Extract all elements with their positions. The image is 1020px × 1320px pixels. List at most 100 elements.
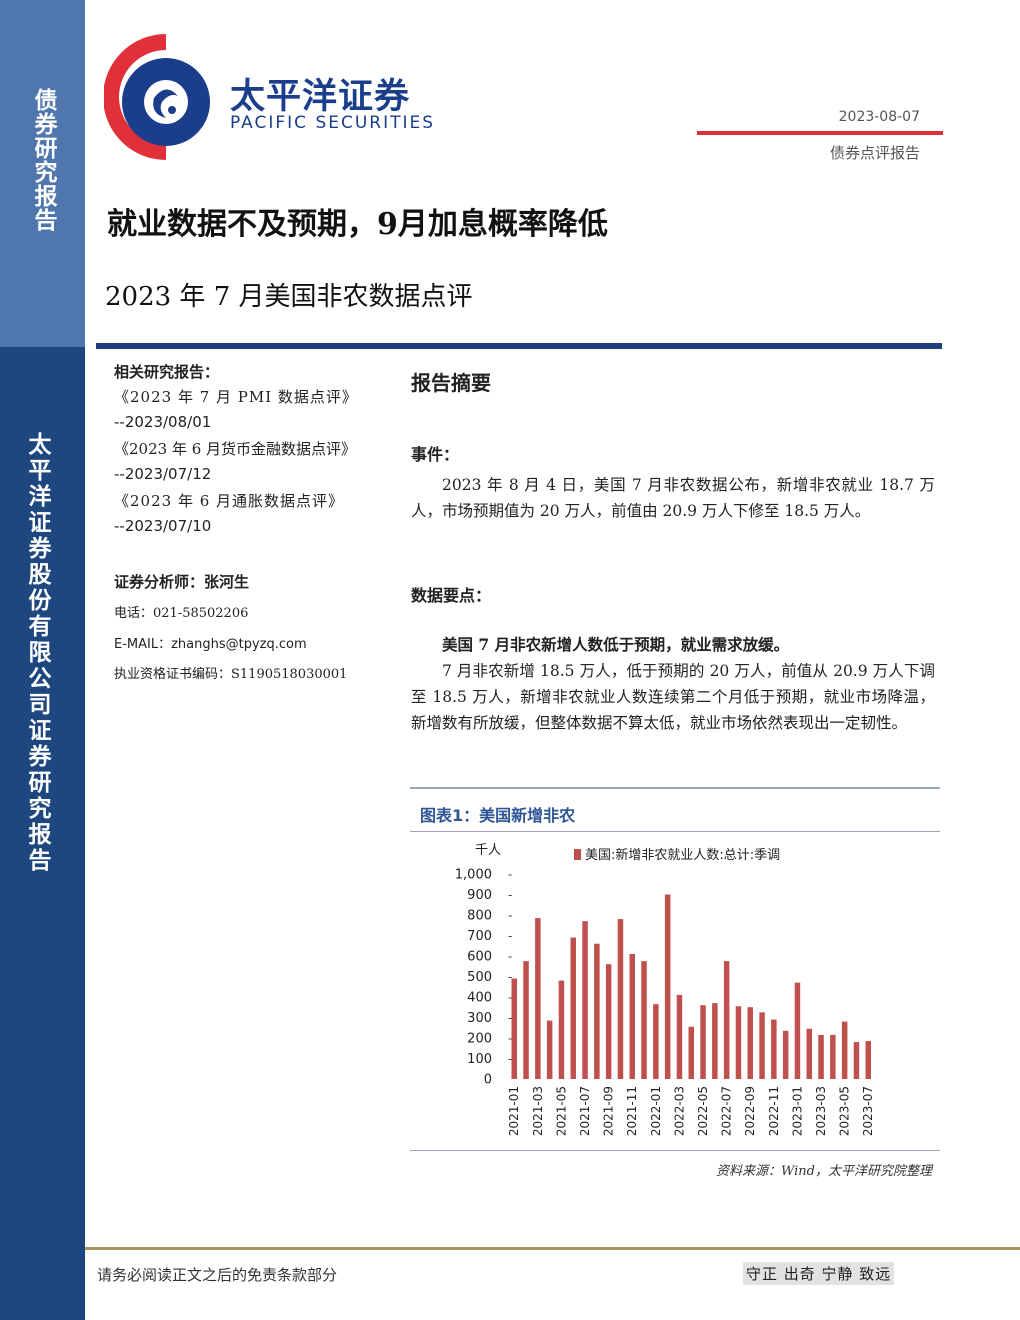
- bar-2021-05: [558, 980, 565, 1079]
- chart-bottom-rule: [410, 1150, 940, 1151]
- bar-2023-03: [818, 1034, 824, 1079]
- bar-2021-06: [570, 937, 576, 1079]
- chart-top-rule: [410, 787, 940, 789]
- x-tick-label: 2023-01: [790, 1086, 804, 1136]
- related-report-title[interactable]: 《2023 年 7 月 PMI 数据点评》: [114, 388, 358, 406]
- x-tick-label: 2023-05: [838, 1086, 852, 1136]
- y-tick-mark: -: [508, 1032, 512, 1046]
- bar-2021-04: [546, 1020, 553, 1079]
- bar-2021-10: [617, 919, 624, 1079]
- bar-2022-04: [688, 1026, 694, 1079]
- analyst-email[interactable]: E-MAIL：zhanghs@tpyzq.com: [114, 637, 307, 652]
- chart-source: 资料来源：Wind，太平洋研究院整理: [716, 1164, 932, 1179]
- bar-2021-09: [605, 964, 612, 1079]
- nonfarm-payrolls-bar-chart: 千人 美国:新增非农就业人数:总计:季调 0 100 - 200 - 300 - 400 - 50…: [455, 843, 875, 1136]
- event-paragraph: 2023 年 8 月 4 日，美国 7 月非农数据公布，新增非农就业 18.7 …: [411, 476, 935, 520]
- bar-2022-10: [759, 1012, 765, 1079]
- analyst-name: 证券分析师：张河生: [114, 573, 250, 591]
- y-tick-label: 500: [467, 970, 492, 985]
- bar-2021-08: [594, 943, 600, 1079]
- x-tick-label: 2022-07: [720, 1086, 734, 1136]
- bar-2022-12: [782, 1030, 789, 1079]
- y-tick-mark: -: [508, 929, 512, 943]
- y-tick-label: 400: [467, 991, 492, 1006]
- x-tick-label: 2021-05: [554, 1086, 568, 1136]
- bar-2022-03: [676, 994, 683, 1079]
- bar-2023-06: [853, 1042, 860, 1079]
- bar-2023-04: [830, 1034, 836, 1079]
- bar-2023-02: [806, 1028, 812, 1079]
- bar-2021-07: [582, 921, 588, 1079]
- x-tick-label: 2023-07: [861, 1086, 875, 1136]
- y-tick-mark: -: [508, 888, 512, 902]
- summary-heading: 报告摘要: [411, 371, 491, 395]
- bar-2021-02: [523, 961, 529, 1079]
- y-tick-label: 600: [467, 950, 492, 965]
- y-tick-label: 900: [467, 888, 492, 903]
- y-tick-label: 200: [467, 1032, 492, 1047]
- bar-2022-06: [712, 1003, 718, 1079]
- bar-2021-12: [641, 961, 647, 1079]
- bar-2021-03: [535, 918, 541, 1079]
- key-point-paragraph: 7 月非农新增 18.5 万人，低于预期的 20 万人，前值从 20.9 万人下…: [411, 662, 935, 732]
- chart-y-axis-label: 千人: [475, 843, 501, 858]
- page-subtitle: 2023 年 7 月美国非农数据点评: [105, 282, 473, 312]
- x-tick-label: 2023-03: [814, 1086, 828, 1136]
- y-tick-mark: -: [508, 1011, 512, 1025]
- y-tick-label: 1,000: [455, 868, 492, 883]
- bar-2021-01: [511, 978, 517, 1079]
- sidebar-report-label: 债券研究报告: [30, 88, 57, 232]
- y-tick-mark: -: [508, 991, 512, 1005]
- legend-label: 美国:新增非农就业人数:总计:季调: [585, 847, 780, 863]
- y-tick-mark: -: [508, 868, 512, 882]
- footer-disclaimer[interactable]: 请务必阅读正文之后的免责条款部分: [97, 1266, 338, 1284]
- x-tick-label: 2021-01: [507, 1086, 521, 1136]
- bar-2023-07: [865, 1041, 871, 1079]
- key-point-title: 美国 7 月非农新增人数低于预期，就业需求放缓。: [442, 635, 790, 654]
- footer-rule: [85, 1247, 1020, 1250]
- x-tick-label: 2022-01: [649, 1086, 663, 1136]
- bar-2023-01: [794, 982, 801, 1079]
- brand-name-en: PACIFIC SECURITIES: [230, 113, 436, 133]
- x-tick-label: 2022-05: [696, 1086, 710, 1136]
- y-tick-mark: -: [508, 950, 512, 964]
- related-report-title[interactable]: 《2023 年 6 月货币金融数据点评》: [114, 440, 357, 458]
- y-tick-label: 0: [484, 1073, 492, 1088]
- sidebar-band-top: [0, 0, 85, 347]
- sidebar-company-label: 太平洋证券股份有限公司证券研究报告: [24, 432, 51, 874]
- y-tick-label: 800: [467, 909, 492, 924]
- y-tick-label: 100: [467, 1052, 492, 1067]
- bar-2022-01: [653, 1004, 659, 1079]
- y-tick-label: 300: [467, 1011, 492, 1026]
- x-tick-label: 2022-09: [743, 1086, 757, 1136]
- bar-2022-09: [747, 1007, 753, 1079]
- related-report-date: --2023/08/01: [114, 413, 212, 431]
- analyst-phone: 电话：021-58502206: [114, 606, 249, 621]
- related-report-title[interactable]: 《2023 年 6 月通胀数据点评》: [114, 492, 345, 510]
- bar-2022-11: [771, 1019, 777, 1079]
- y-tick-label: 700: [467, 929, 492, 944]
- x-tick-label: 2021-07: [578, 1086, 592, 1136]
- legend-swatch: [574, 849, 581, 860]
- footer-motto: 守正 出奇 宁静 致远: [743, 1262, 895, 1285]
- report-type: 债券点评报告: [829, 144, 920, 162]
- analyst-license: 执业资格证书编码：S1190518030001: [114, 667, 348, 682]
- x-tick-label: 2021-11: [625, 1086, 639, 1136]
- title-divider: [96, 343, 942, 349]
- x-tick-label: 2022-11: [767, 1086, 781, 1136]
- data-points-heading: 数据要点：: [411, 586, 492, 605]
- chart-title-rule: [410, 831, 940, 832]
- y-tick-mark: -: [508, 909, 512, 923]
- bar-2021-11: [629, 953, 635, 1079]
- pacific-securities-logo-icon: [104, 34, 210, 160]
- event-heading: 事件：: [411, 445, 460, 464]
- y-tick-mark: -: [508, 1052, 512, 1066]
- x-tick-label: 2021-03: [531, 1086, 545, 1136]
- bar-2023-05: [841, 1021, 848, 1079]
- bar-2022-02: [664, 894, 671, 1079]
- bar-2022-05: [700, 1005, 706, 1079]
- page-title: 就业数据不及预期，9月加息概率降低: [107, 207, 608, 242]
- related-report-date: --2023/07/10: [114, 517, 212, 535]
- report-date: 2023-08-07: [838, 109, 920, 125]
- chart-title: 图表1：美国新增非农: [420, 806, 576, 825]
